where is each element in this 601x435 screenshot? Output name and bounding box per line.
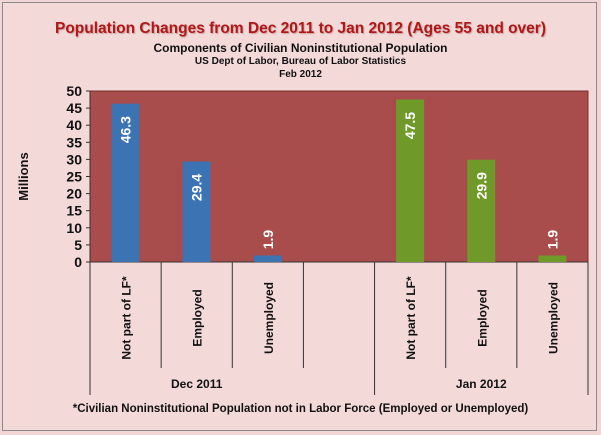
y-tick-label: 30 <box>66 151 82 167</box>
bar <box>467 159 496 262</box>
bar-value-label: 47.5 <box>402 112 418 139</box>
y-tick-label: 45 <box>66 100 82 116</box>
y-tick-label: 10 <box>66 220 82 236</box>
chart-title: Population Changes from Dec 2011 to Jan … <box>55 20 546 37</box>
plot-area <box>89 90 589 263</box>
bar-value-label: 1.9 <box>544 230 560 250</box>
y-tick-label: 25 <box>66 169 82 185</box>
bar <box>396 99 425 262</box>
y-tick-label: 40 <box>66 117 82 133</box>
chart-subtitle-2: US Dept of Labor, Bureau of Labor Statis… <box>194 56 407 67</box>
y-tick-label: 0 <box>74 254 82 270</box>
bar-value-label: 29.9 <box>473 172 489 199</box>
x-category-label: Employed <box>475 289 489 346</box>
y-tick-label: 5 <box>74 237 82 253</box>
bar <box>182 161 211 262</box>
x-category-label: Not part of LF* <box>120 276 134 360</box>
bar-value-label: 1.9 <box>260 230 276 250</box>
bar <box>111 103 140 263</box>
y-tick-label: 50 <box>66 83 82 99</box>
chart-subtitle-1: Components of Civilian Noninstitutional … <box>153 41 448 55</box>
bar <box>253 255 282 262</box>
y-tick-label: 20 <box>66 186 82 202</box>
chart-footnote: *Civilian Noninstitutional Population no… <box>72 403 529 415</box>
chart-subtitle-3: Feb 2012 <box>279 69 322 80</box>
x-category-label: Employed <box>191 289 205 346</box>
x-category-label: Not part of LF* <box>404 276 418 360</box>
x-category-label: Unemployed <box>546 282 560 354</box>
x-category-label: Unemployed <box>262 282 276 354</box>
bar <box>538 255 567 262</box>
bar-value-label: 29.4 <box>189 174 205 201</box>
y-axis-label: Millions <box>16 152 31 200</box>
x-group-label: Jan 2012 <box>456 377 507 391</box>
bar-value-label: 46.3 <box>118 116 134 143</box>
y-tick-label: 35 <box>66 134 82 150</box>
x-group-label: Dec 2011 <box>171 377 223 391</box>
y-tick-label: 15 <box>66 203 82 219</box>
